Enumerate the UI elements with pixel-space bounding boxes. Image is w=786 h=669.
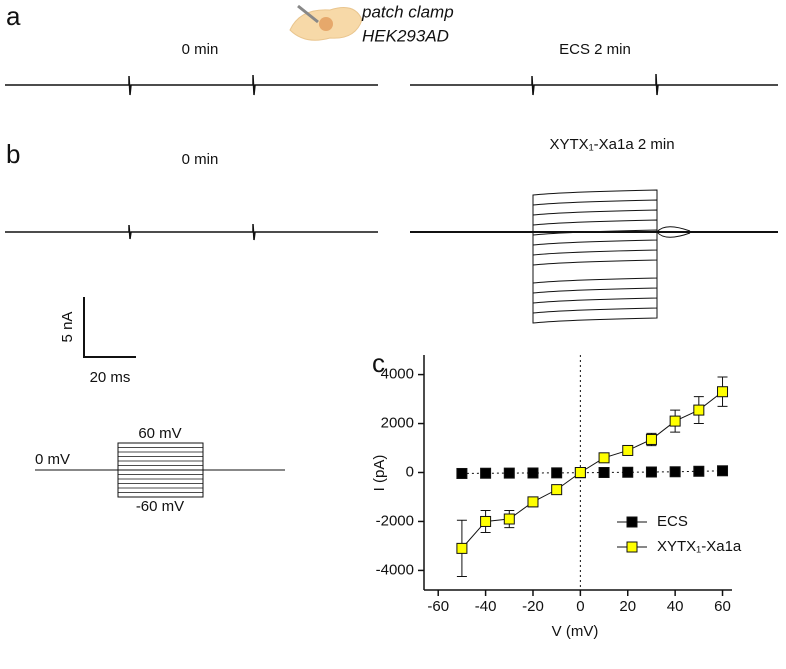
- legend-label: ECS: [657, 513, 688, 530]
- trace: [410, 73, 778, 96]
- series-line: [461, 470, 723, 474]
- trace-title: XYTX₁-Xa1a 2 min: [549, 136, 674, 153]
- y-axis-label: I (pA): [371, 455, 388, 492]
- x-tick-label: 20: [619, 598, 636, 615]
- panel-label: c: [372, 348, 385, 378]
- trace-title: 0 min: [182, 41, 219, 58]
- x-tick-label: 60: [714, 598, 731, 615]
- point: [598, 452, 610, 464]
- protocol-label: 0 mV: [35, 451, 70, 468]
- y-tick-label: 0: [406, 463, 414, 480]
- x-tick-label: -40: [475, 598, 497, 615]
- trace: [532, 232, 658, 284]
- trace: [532, 232, 658, 304]
- trace: [532, 209, 658, 232]
- scale-label: 5 nA: [59, 312, 76, 343]
- point: [717, 465, 729, 477]
- trace: [532, 219, 658, 232]
- point: [456, 467, 468, 479]
- scale-label: 20 ms: [90, 369, 131, 386]
- cell-text: patch clamp: [361, 2, 454, 21]
- cell-text: HEK293AD: [362, 26, 449, 45]
- point: [622, 444, 634, 456]
- legend-label: XYTX₁-Xa1a: [657, 538, 742, 555]
- x-tick-label: -60: [427, 598, 449, 615]
- protocol-label: -60 mV: [136, 498, 184, 515]
- trace: [532, 199, 658, 232]
- y-tick-label: 4000: [381, 366, 414, 383]
- x-axis-label: V (mV): [552, 623, 599, 640]
- x-tick-label: 0: [576, 598, 584, 615]
- trace: [656, 226, 691, 238]
- point: [645, 433, 657, 445]
- trace: [532, 232, 658, 266]
- trace: [532, 232, 658, 256]
- trace: [532, 229, 658, 236]
- legend-marker: [626, 541, 638, 553]
- trace: [532, 232, 658, 314]
- point: [645, 466, 657, 478]
- cell-icon: [289, 4, 363, 41]
- x-tick-label: -20: [522, 598, 544, 615]
- iv-plot: -60 -40 -20 0 20 40 60 -4000 -2000 0 2000 4000 ECS XY…: [376, 355, 742, 615]
- point: [503, 513, 515, 525]
- trace-title: ECS 2 min: [559, 41, 631, 58]
- point: [503, 467, 515, 479]
- trace: [532, 232, 658, 324]
- point: [551, 484, 563, 496]
- y-tick-label: -2000: [376, 512, 414, 529]
- trace: [532, 232, 658, 246]
- y-tick-label: 2000: [381, 415, 414, 432]
- point: [669, 415, 681, 427]
- point: [693, 465, 705, 477]
- point: [527, 467, 539, 479]
- point: [693, 404, 705, 416]
- trace: [532, 232, 658, 294]
- point: [456, 542, 468, 554]
- point: [480, 515, 492, 527]
- current-family: [410, 189, 778, 324]
- y-tick-label: -4000: [376, 561, 414, 578]
- legend-marker: [626, 516, 638, 528]
- trace: [5, 74, 378, 96]
- trace-title: 0 min: [182, 151, 219, 168]
- point: [527, 496, 539, 508]
- voltage-protocol: [35, 442, 285, 498]
- point: [622, 466, 634, 478]
- point: [598, 467, 610, 478]
- trace: [5, 223, 378, 241]
- protocol-label: 60 mV: [138, 425, 181, 442]
- point: [717, 386, 729, 398]
- x-tick-label: 40: [667, 598, 684, 615]
- point: [551, 467, 563, 479]
- point: [480, 467, 492, 479]
- trace: [532, 189, 658, 232]
- point: [669, 466, 681, 478]
- panel-label: a: [6, 1, 21, 31]
- panel-label: b: [6, 139, 20, 169]
- point: [574, 467, 586, 478]
